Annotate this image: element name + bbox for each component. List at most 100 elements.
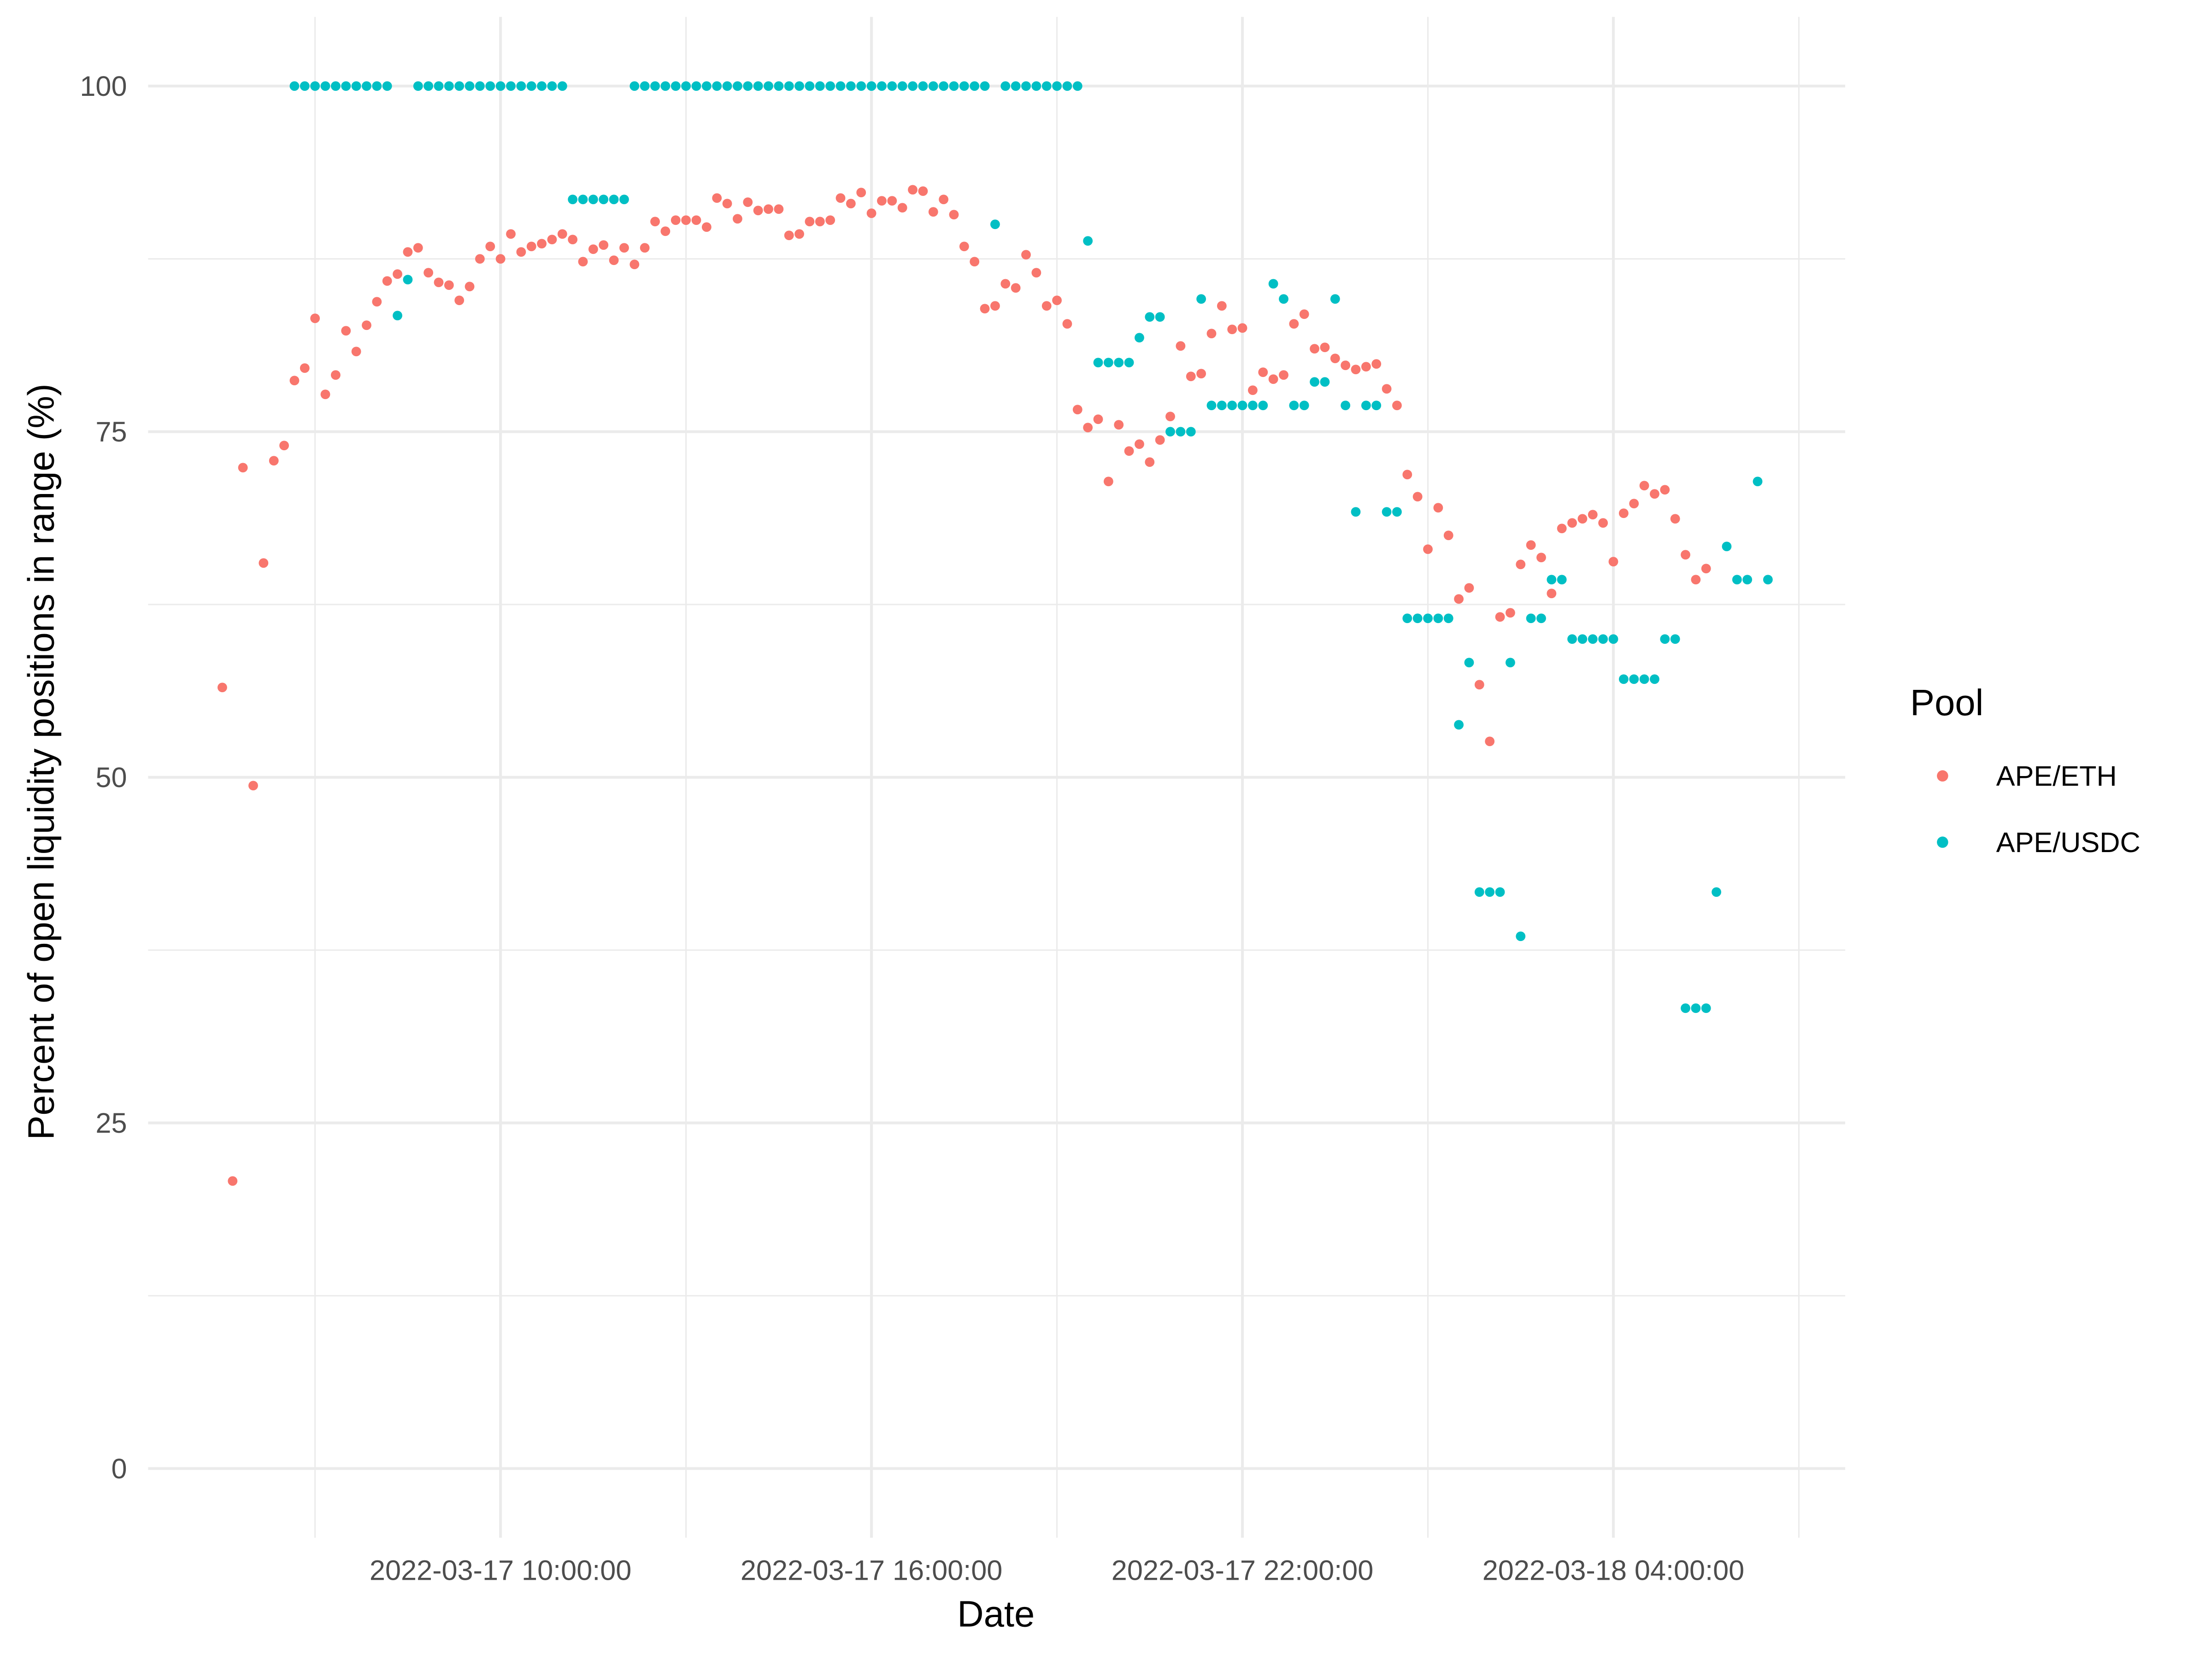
point (908, 185, 918, 195)
point (609, 255, 619, 265)
point (856, 81, 866, 91)
x-tick-label: 2022-03-17 22:00:00 (1112, 1555, 1373, 1586)
point (1103, 358, 1113, 368)
point (1650, 489, 1659, 499)
point (279, 441, 289, 451)
point (1196, 369, 1206, 379)
point (1299, 400, 1309, 411)
point (1021, 81, 1031, 91)
point (310, 81, 320, 91)
point (815, 81, 825, 91)
point (228, 1176, 238, 1186)
point (341, 81, 351, 91)
point (1258, 367, 1268, 377)
point (764, 204, 773, 214)
point (1454, 720, 1464, 730)
point (1567, 634, 1577, 644)
point (681, 215, 691, 225)
point (1464, 658, 1474, 668)
point (1650, 674, 1659, 684)
point (1722, 541, 1732, 552)
point (454, 295, 465, 306)
point (640, 81, 650, 91)
point (1186, 427, 1196, 437)
point (1423, 613, 1433, 624)
point (1691, 1003, 1701, 1013)
point (1371, 400, 1382, 411)
point (1031, 81, 1041, 91)
point (1279, 294, 1288, 304)
point (959, 241, 969, 252)
point (1062, 319, 1072, 329)
point (434, 81, 444, 91)
point (547, 81, 557, 91)
point (835, 193, 846, 203)
point (516, 81, 526, 91)
point (506, 229, 516, 239)
point (1629, 499, 1639, 509)
point (382, 276, 392, 286)
point (939, 194, 949, 205)
point (949, 210, 959, 220)
x-tick-label: 2022-03-17 10:00:00 (370, 1555, 631, 1586)
point (1423, 544, 1433, 554)
point (959, 81, 969, 91)
point (764, 81, 773, 91)
point (1526, 540, 1536, 550)
point (1083, 423, 1093, 433)
point (1258, 400, 1268, 411)
legend-title: Pool (1910, 682, 1983, 723)
point (300, 81, 310, 91)
point (1330, 353, 1340, 364)
point (1588, 510, 1598, 520)
point (1227, 400, 1237, 411)
point (1670, 514, 1680, 524)
point (1670, 634, 1680, 644)
point (1505, 608, 1515, 618)
point (1052, 295, 1062, 306)
point (619, 243, 629, 253)
point (1237, 323, 1247, 333)
point (1196, 294, 1206, 304)
point (547, 235, 557, 245)
point (805, 81, 815, 91)
point (1052, 81, 1062, 91)
point (825, 81, 835, 91)
point (475, 81, 485, 91)
point (444, 280, 454, 290)
point (609, 194, 619, 205)
point (1083, 236, 1093, 246)
point (1341, 360, 1351, 371)
point (794, 229, 804, 239)
point (248, 781, 258, 791)
point (928, 81, 938, 91)
point (475, 254, 485, 264)
point (1320, 342, 1330, 353)
point (403, 275, 413, 285)
point (1361, 362, 1371, 372)
point (671, 215, 681, 225)
point (485, 241, 495, 252)
point (1588, 634, 1598, 644)
point (1011, 283, 1021, 293)
point (1495, 612, 1505, 622)
point (1608, 557, 1618, 567)
point (351, 81, 361, 91)
point (1598, 518, 1608, 528)
point (928, 207, 938, 217)
point (1485, 736, 1495, 747)
point (619, 194, 629, 205)
point (1031, 268, 1041, 278)
grid: 0 25 50 75 100 2022-03-17 10:00:00 2022-03-17 … (80, 17, 1846, 1586)
y-axis-title: Percent of open liquidity positions in r… (20, 384, 61, 1140)
point (506, 81, 516, 91)
point (1660, 485, 1670, 495)
point (351, 347, 361, 357)
point (980, 304, 990, 314)
point (970, 257, 980, 267)
point (650, 81, 660, 91)
point (774, 81, 784, 91)
point (1412, 492, 1423, 502)
marks (218, 81, 1773, 1186)
